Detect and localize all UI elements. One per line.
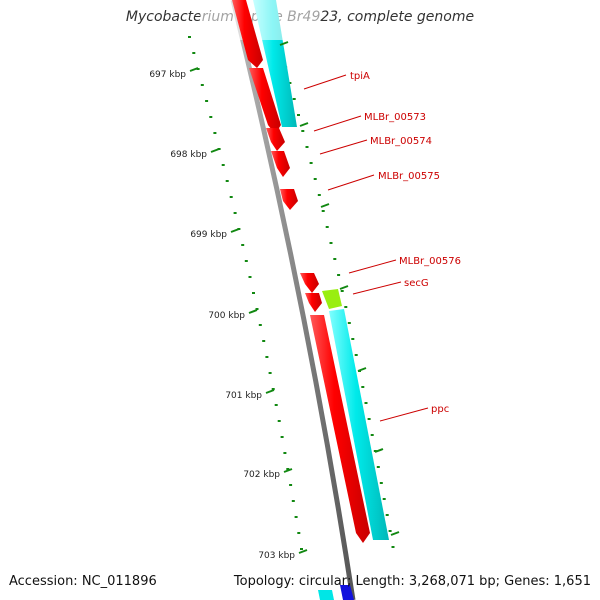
kbp-label-703: 703 kbp <box>258 551 295 561</box>
gene-label-MLBr_00576: MLBr_00576 <box>399 256 461 267</box>
right-major-ticks <box>279 41 400 536</box>
minor-tick-dot <box>292 98 296 100</box>
minor-tick-dot <box>385 514 389 516</box>
kbp-scale: 697 kbp 698 kbp 699 kbp 700 kbp 701 kbp … <box>149 67 308 561</box>
rna-feature-bottom <box>318 590 334 600</box>
minor-tick-dot <box>268 372 272 374</box>
minor-tick-dot <box>305 146 309 148</box>
minor-tick-dot <box>258 324 262 326</box>
cds-tpiA <box>232 0 263 68</box>
minor-tick-dot <box>225 180 229 182</box>
kbp-label-699: 699 kbp <box>190 230 227 240</box>
cds-MLBr_00574 <box>266 128 285 151</box>
minor-tick-dot <box>344 306 348 308</box>
minor-tick-dot <box>200 84 204 86</box>
minor-tick-dot <box>309 162 313 164</box>
accession-text: Accession: NC_011896 <box>9 574 157 589</box>
cds-MLBr_00573 <box>249 68 281 134</box>
gene-labels: tpiA MLBr_00573 MLBr_00574 MLBr_00575 ML… <box>350 71 461 415</box>
kbp-label-701: 701 kbp <box>225 391 262 401</box>
minor-tick-dot <box>376 466 380 468</box>
kbp-label-697: 697 kbp <box>149 70 186 80</box>
genome-backbone <box>230 0 356 600</box>
blue-feature-bottom <box>340 585 354 600</box>
minor-tick-dot <box>188 36 191 38</box>
minor-tick-dot <box>300 548 303 550</box>
minor-tick-dot <box>277 420 281 422</box>
minor-tick-dot <box>370 434 374 436</box>
minor-tick-dot <box>333 258 337 260</box>
minor-tick-dot <box>317 194 321 196</box>
cds-MLBr_00575b <box>280 189 298 210</box>
minor-tick-dot <box>217 148 221 150</box>
gene-label-ppc: ppc <box>431 404 449 415</box>
minor-tick-dot <box>244 260 248 262</box>
minor-tick-dot <box>280 436 284 438</box>
minor-tick-dot <box>252 292 255 294</box>
minor-tick-dot <box>351 338 355 340</box>
minor-tick-dot <box>361 386 365 388</box>
minor-tick-dot <box>294 516 298 518</box>
gene-label-MLBr_00575: MLBr_00575 <box>378 171 440 182</box>
kbp-label-698: 698 kbp <box>170 150 207 160</box>
minor-tick-dot <box>391 546 395 548</box>
gene-label-MLBr_00573: MLBr_00573 <box>364 112 426 123</box>
minor-tick-dot <box>213 132 217 134</box>
minor-tick-dot <box>313 178 317 180</box>
left-tick-dots <box>188 36 303 550</box>
minor-tick-dot <box>274 404 278 406</box>
cds-MLBr_00576 <box>300 273 319 293</box>
rna-feature-ppc <box>329 309 389 540</box>
minor-tick-dot <box>367 418 371 420</box>
minor-tick-dot <box>340 290 344 292</box>
gene-label-secG: secG <box>404 278 429 289</box>
minor-tick-dot <box>255 308 259 310</box>
cds-secG-adjacent <box>305 293 322 312</box>
minor-tick-dot <box>364 402 368 404</box>
kbp-label-702: 702 kbp <box>243 470 280 480</box>
minor-tick-dot <box>209 116 213 118</box>
kbp-label-700: 700 kbp <box>208 311 245 321</box>
minor-tick-dot <box>379 482 383 484</box>
minor-tick-dot <box>382 498 386 500</box>
minor-tick-dot <box>229 196 233 198</box>
minor-tick-dot <box>262 340 266 342</box>
minor-tick-dot <box>288 82 292 84</box>
minor-tick-dot <box>301 130 305 132</box>
minor-tick-dot <box>329 242 333 244</box>
cds-features <box>232 0 370 543</box>
minor-tick-dot <box>297 532 301 534</box>
minor-tick-dot <box>248 276 252 278</box>
minor-tick-dot <box>297 114 300 116</box>
minor-tick-dot <box>192 52 196 54</box>
gene-label-MLBr_00574: MLBr_00574 <box>370 136 432 147</box>
minor-tick-dot <box>325 226 329 228</box>
cds-MLBr_00575 <box>271 151 290 177</box>
minor-tick-dot <box>321 210 325 212</box>
top-fade <box>200 0 320 40</box>
minor-tick-dot <box>265 356 269 358</box>
minor-tick-dot <box>286 468 290 470</box>
minor-tick-dot <box>354 354 358 356</box>
genome-summary-text: Topology: circular; Length: 3,268,071 bp… <box>233 574 591 589</box>
minor-tick-dot <box>291 500 295 502</box>
gene-label-tpiA: tpiA <box>350 71 370 82</box>
minor-tick-dot <box>241 244 245 246</box>
minor-tick-dot <box>289 484 293 486</box>
cds-ppc <box>310 315 370 543</box>
gene-leader-lines <box>303 74 429 422</box>
minor-tick-dot <box>205 100 209 102</box>
minor-tick-dot <box>283 452 287 454</box>
minor-tick-dot <box>221 164 225 166</box>
minor-tick-dot <box>271 388 275 390</box>
secG-feature <box>322 289 342 309</box>
minor-tick-dot <box>233 212 237 214</box>
minor-tick-dot <box>347 322 351 324</box>
minor-tick-dot <box>337 274 341 276</box>
minor-tick-dot <box>388 530 392 532</box>
